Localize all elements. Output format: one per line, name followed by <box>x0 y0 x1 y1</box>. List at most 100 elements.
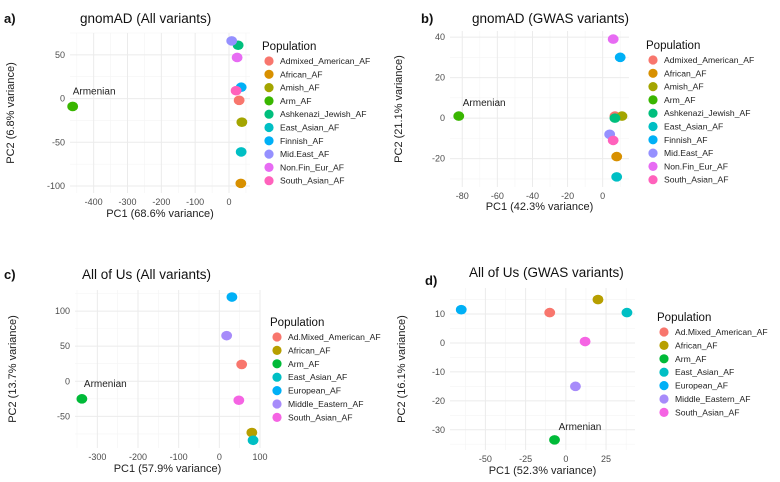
panel-d: d) All of Us (GWAS variants) -50 -25 0 25 -30 -… <box>396 265 768 477</box>
legend-label: Middle_Eastern_AF <box>288 399 363 409</box>
x-tick-label: -300 <box>88 452 106 462</box>
legend-swatch <box>648 161 658 171</box>
x-tick-label: -25 <box>519 454 532 464</box>
legend-label: East_Asian_AF <box>664 122 723 132</box>
legend-swatch <box>659 327 669 337</box>
point-east-asian-af <box>247 435 259 446</box>
panel-title: gnomAD (All variants) <box>80 11 211 26</box>
point-arm-af <box>549 435 560 445</box>
x-tick-label: -200 <box>129 452 147 462</box>
point-european-af <box>226 292 238 302</box>
armenian-annotation: Armenian <box>463 98 506 109</box>
x-axis-label: PC1 (57.9% variance) <box>114 463 222 475</box>
y-tick-label: 0 <box>440 338 445 348</box>
legend-label: European_AF <box>675 381 728 391</box>
point-mid-east-af <box>226 36 238 46</box>
legend: Population Admixed_American_AF African_AF A… <box>646 40 754 185</box>
point-east-asian-af <box>611 172 623 182</box>
point-arm-af <box>76 394 88 404</box>
legend-swatch <box>272 359 282 369</box>
point-east-asian-af <box>621 307 633 318</box>
legend-label: African_AF <box>288 345 331 355</box>
x-axis-label: PC1 (68.6% variance) <box>106 208 214 220</box>
legend-swatch <box>648 135 658 145</box>
y-tick-label: 0 <box>60 94 65 104</box>
point-amish-af <box>236 117 248 127</box>
x-tick-label: -200 <box>152 197 170 207</box>
armenian-annotation: Armenian <box>84 379 127 390</box>
legend-swatch <box>648 108 658 118</box>
legend-swatch <box>264 122 274 133</box>
legend-label: East_Asian_AF <box>288 372 347 382</box>
point-south-asian-af <box>607 135 619 146</box>
legend-label: Ad.Mixed_American_AF <box>675 327 768 337</box>
legend-swatch <box>659 407 669 417</box>
legend-label: Amish_AF <box>280 83 320 93</box>
y-tick-label: -100 <box>47 181 65 191</box>
legend: Population Admixed_American_AF African_AF A… <box>262 41 370 186</box>
legend-swatch <box>648 121 658 132</box>
legend-label: Ad.Mixed_American_AF <box>288 332 381 342</box>
legend-swatch <box>272 412 282 422</box>
legend-label: Arm_AF <box>664 95 696 105</box>
x-tick-label: 100 <box>252 452 267 462</box>
panel-letter: a) <box>4 11 16 26</box>
x-tick-label: -80 <box>456 191 469 201</box>
legend-swatch <box>648 82 658 92</box>
legend-label: Non.Fin_Eur_AF <box>280 162 344 172</box>
legend-label: Arm_AF <box>280 96 312 106</box>
legend-swatch <box>272 372 282 382</box>
legend-label: African_AF <box>280 69 323 79</box>
x-tick-label: -100 <box>170 452 188 462</box>
y-tick-label: 0 <box>440 113 445 123</box>
legend-title: Population <box>657 312 711 324</box>
legend-swatch <box>264 162 274 172</box>
legend-swatch <box>264 69 274 79</box>
legend-label: African_AF <box>675 340 718 350</box>
armenian-annotation: Armenian <box>559 422 602 433</box>
plot-area <box>75 290 260 448</box>
legend-label: Ashkenazi_Jewish_AF <box>280 109 366 119</box>
legend-swatch <box>648 148 658 158</box>
y-tick-label: 20 <box>435 73 445 83</box>
panel-letter: b) <box>421 11 433 26</box>
legend-label: Arm_AF <box>288 359 320 369</box>
point-middle-eastern-af <box>221 330 233 341</box>
y-tick-label: 50 <box>60 341 70 351</box>
point-african-af <box>592 294 604 305</box>
legend-label: Admixed_American_AF <box>280 56 370 66</box>
legend-swatch <box>264 149 274 159</box>
legend: Population Ad.Mixed_American_AF African_AF… <box>657 312 768 417</box>
legend-label: Finnish_AF <box>280 136 323 146</box>
x-tick-label: 0 <box>227 197 232 207</box>
legend-title: Population <box>262 41 316 53</box>
legend-swatch <box>264 176 274 186</box>
legend-label: East_Asian_AF <box>675 367 734 377</box>
panel-a: a) gnomAD (All variants) -400 -300 -200 -100 0… <box>4 11 370 220</box>
x-tick-label: -40 <box>526 191 539 201</box>
legend-swatch <box>264 109 274 119</box>
x-tick-label: -100 <box>186 197 204 207</box>
legend-swatch <box>264 56 274 66</box>
legend-label: Ashkenazi_Jewish_AF <box>664 108 750 118</box>
panel-title: All of Us (GWAS variants) <box>469 265 624 280</box>
legend-swatch <box>648 68 658 78</box>
point-non-fin-eur-af <box>231 52 243 63</box>
legend-label: African_AF <box>664 68 707 78</box>
legend-label: South_Asian_AF <box>288 412 353 422</box>
legend-swatch <box>264 83 274 93</box>
point-ashkenazi-jewish-af <box>609 113 621 123</box>
legend-swatch <box>659 381 669 391</box>
legend-label: Middle_Eastern_AF <box>675 394 750 404</box>
y-tick-label: 50 <box>55 50 65 60</box>
y-tick-label: 0 <box>65 376 70 386</box>
y-tick-label: 40 <box>435 32 445 42</box>
x-tick-label: 0 <box>563 454 568 464</box>
point-middle-eastern-af <box>570 381 581 392</box>
legend-swatch <box>659 367 669 377</box>
y-tick-label: -20 <box>432 396 445 406</box>
y-tick-label: -30 <box>432 425 445 435</box>
y-tick-label: 100 <box>55 306 70 316</box>
legend-swatch <box>648 175 658 185</box>
legend-label: South_Asian_AF <box>280 176 345 186</box>
